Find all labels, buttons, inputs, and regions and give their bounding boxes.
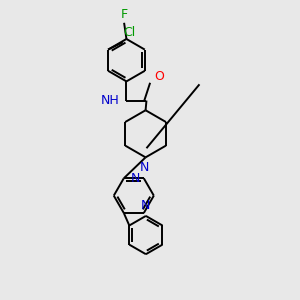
Text: F: F [121,8,128,21]
Text: N: N [130,172,140,185]
Text: NH: NH [101,94,120,107]
Text: Cl: Cl [123,26,135,39]
Text: O: O [155,70,165,83]
Text: N: N [140,161,149,174]
Text: N: N [141,199,150,212]
